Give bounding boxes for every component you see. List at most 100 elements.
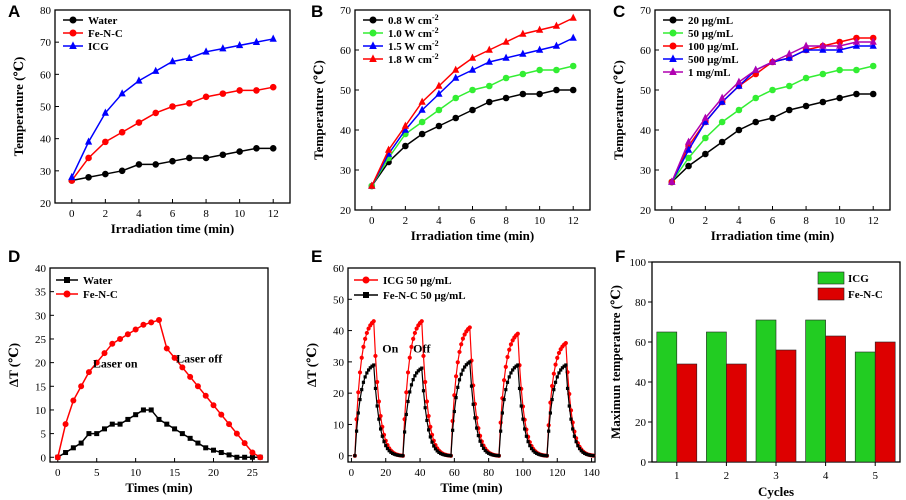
- data-point: [203, 445, 209, 451]
- data-point: [552, 41, 561, 49]
- y-axis-label: Temperature (℃): [611, 60, 626, 160]
- data-point: [378, 413, 383, 419]
- data-point: [353, 454, 357, 458]
- y-tick-label: 30: [640, 165, 652, 177]
- y-tick-label: 35: [35, 287, 47, 299]
- data-point: [407, 355, 412, 360]
- data-point: [571, 427, 575, 431]
- bar: [726, 363, 747, 463]
- x-tick-label: 4: [736, 215, 742, 227]
- data-point: [836, 41, 844, 49]
- panel-c: 0 2 4 6 8 10 12 20 30 40 50 60 70 Irradiation time (m…: [611, 2, 891, 243]
- data-point: [101, 108, 109, 116]
- data-point: [401, 454, 405, 458]
- data-point: [358, 397, 362, 402]
- data-point: [368, 181, 376, 189]
- data-point: [375, 379, 380, 385]
- annotation-laser-on: Laser on: [93, 356, 138, 370]
- plot-frame: [347, 267, 596, 463]
- data-point: [202, 392, 209, 399]
- data-point: [202, 93, 210, 101]
- data-point: [819, 45, 827, 53]
- data-point: [567, 404, 571, 408]
- x-tick-label: 20: [380, 467, 392, 479]
- data-point: [356, 411, 360, 415]
- data-point: [819, 70, 827, 78]
- y-tick-label: 30: [333, 357, 345, 369]
- data-point: [419, 319, 424, 324]
- data-point: [685, 154, 692, 162]
- data-point: [373, 386, 378, 391]
- legend-label: 1.8 W cm-2: [388, 52, 439, 66]
- data-point: [536, 90, 543, 98]
- data-point: [249, 454, 255, 460]
- data-point: [574, 440, 578, 444]
- data-point: [480, 443, 484, 447]
- data-point: [553, 380, 558, 384]
- data-point: [547, 429, 551, 433]
- y-tick-label: 80: [635, 297, 647, 309]
- data-point: [163, 345, 170, 352]
- data-point: [569, 62, 577, 70]
- x-tick-label: 1: [674, 470, 680, 482]
- data-point: [169, 157, 176, 165]
- y-tick-label: 20: [640, 205, 652, 217]
- y-tick-label: 60: [40, 69, 52, 81]
- x-tick-label: 2: [103, 208, 109, 220]
- data-point: [218, 411, 225, 418]
- y-tick-label: 60: [640, 45, 652, 57]
- legend-label: 50 μg/mL: [688, 28, 733, 40]
- data-point: [418, 97, 426, 105]
- data-point: [418, 130, 426, 138]
- data-point: [152, 109, 160, 117]
- data-point: [171, 354, 178, 361]
- data-point: [427, 428, 431, 432]
- data-point: [553, 86, 560, 94]
- data-point: [69, 16, 77, 24]
- data-point: [553, 362, 558, 367]
- data-point: [483, 448, 487, 453]
- data-point: [501, 378, 507, 383]
- data-point: [519, 49, 527, 57]
- data-point: [471, 402, 475, 406]
- data-point: [402, 142, 409, 150]
- data-point: [555, 375, 559, 379]
- data-point: [135, 119, 143, 126]
- x-tick-label: 12: [568, 215, 579, 227]
- data-point: [384, 145, 393, 153]
- x-tick-label: 6: [470, 215, 476, 227]
- y-tick-label: 25: [35, 334, 47, 346]
- data-point: [819, 41, 827, 49]
- data-point: [253, 145, 260, 152]
- data-point: [536, 45, 544, 53]
- data-point: [556, 350, 562, 356]
- data-point: [836, 94, 843, 102]
- data-point: [359, 355, 364, 360]
- data-point: [524, 434, 528, 438]
- x-tick-label: 5: [872, 470, 878, 482]
- data-point: [468, 360, 472, 364]
- data-point: [669, 29, 677, 37]
- x-tick-label: 120: [549, 467, 566, 479]
- data-point: [503, 364, 508, 369]
- data-point: [852, 37, 861, 45]
- bar: [775, 349, 797, 463]
- data-point: [536, 66, 543, 74]
- data-point: [179, 364, 186, 371]
- bar: [676, 363, 698, 463]
- data-point: [502, 37, 510, 45]
- data-point: [702, 134, 709, 142]
- data-point: [140, 407, 146, 413]
- data-point: [576, 444, 580, 448]
- data-point: [233, 430, 240, 437]
- data-point: [118, 89, 126, 97]
- data-point: [435, 106, 443, 114]
- data-point: [408, 390, 412, 394]
- data-point: [219, 90, 227, 97]
- x-tick-label: 6: [170, 208, 176, 220]
- data-point: [577, 446, 582, 451]
- data-point: [452, 114, 460, 122]
- x-tick-label: 12: [268, 208, 279, 220]
- x-tick-label: 8: [803, 215, 809, 227]
- data-point: [421, 353, 426, 359]
